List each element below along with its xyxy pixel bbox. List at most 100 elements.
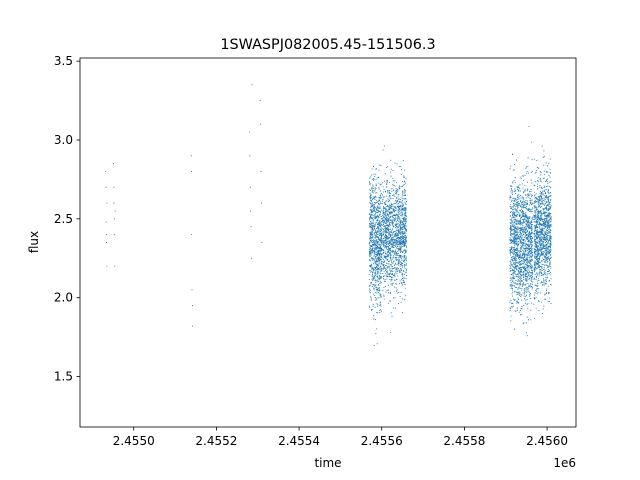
data-point [550,302,552,304]
data-point [550,229,552,231]
data-point [534,246,536,248]
data-point [379,223,381,225]
data-point [383,252,385,254]
data-point [401,233,403,235]
data-point [522,282,525,284]
data-point [543,228,546,230]
data-point [397,219,399,222]
data-point [521,229,523,231]
data-point [368,288,371,290]
data-point [534,266,536,268]
data-point [404,243,406,245]
data-point [388,218,390,220]
data-point [545,186,548,188]
data-point [383,298,385,300]
data-point [550,199,552,201]
data-point [513,199,515,201]
data-point [388,284,390,286]
data-point [548,219,550,221]
data-point [393,257,395,259]
data-point [387,228,390,230]
data-point [404,265,406,267]
data-point [375,208,377,210]
data-point [530,279,532,281]
data-point [530,200,532,202]
data-point [369,290,371,292]
data-point [398,231,400,233]
data-point [528,247,530,249]
data-point [531,227,533,229]
data-point [391,283,393,285]
data-point [515,252,517,254]
data-point [384,257,386,259]
data-point [517,265,519,267]
data-point [380,202,382,204]
data-point [404,222,407,224]
data-point [391,276,393,278]
data-point [549,172,551,174]
data-point [537,274,539,276]
data-point [535,201,537,203]
data-point [402,198,404,200]
data-point [525,267,527,270]
data-point [373,241,375,243]
data-point [371,227,373,229]
data-point [534,298,536,300]
data-point [382,196,384,198]
data-point [369,198,371,200]
data-point [534,253,536,255]
data-point [526,227,528,229]
data-point [527,287,529,289]
data-point [377,241,379,243]
data-point [521,274,524,276]
data-point [523,262,525,264]
data-point [396,236,398,238]
data-point [404,268,406,270]
data-point [521,235,523,237]
data-point [540,254,542,256]
data-point [531,286,533,289]
data-point [378,281,380,283]
data-point [386,195,388,197]
data-point [520,230,522,232]
data-point [371,248,374,251]
data-point [540,238,542,240]
data-point [386,249,389,251]
data-point [400,247,402,249]
data-point [540,215,542,218]
data-point [541,236,543,238]
data-point [522,252,524,254]
data-point [518,301,520,304]
data-point [391,211,393,213]
data-point [517,227,519,229]
data-point [541,260,543,262]
data-point [396,259,398,261]
data-point [392,245,394,248]
data-point [546,219,548,221]
data-point [371,198,373,201]
data-point [402,209,404,211]
data-point [405,211,407,213]
data-point [541,214,543,216]
data-point [539,256,541,258]
data-point [393,211,395,213]
data-point [525,199,527,201]
data-point [375,273,377,275]
data-point [545,292,547,294]
data-point [547,285,549,287]
data-point [389,278,391,280]
data-point [516,252,519,254]
data-point [389,293,391,295]
data-point [525,242,527,244]
data-point [510,263,512,265]
data-point [380,310,382,312]
data-point [380,268,382,270]
data-point [545,236,547,238]
data-point [539,192,541,194]
data-point [513,278,515,280]
data-point [545,229,547,231]
data-point [543,185,546,187]
data-point [385,246,387,248]
data-point [544,249,546,251]
data-point [546,207,548,209]
